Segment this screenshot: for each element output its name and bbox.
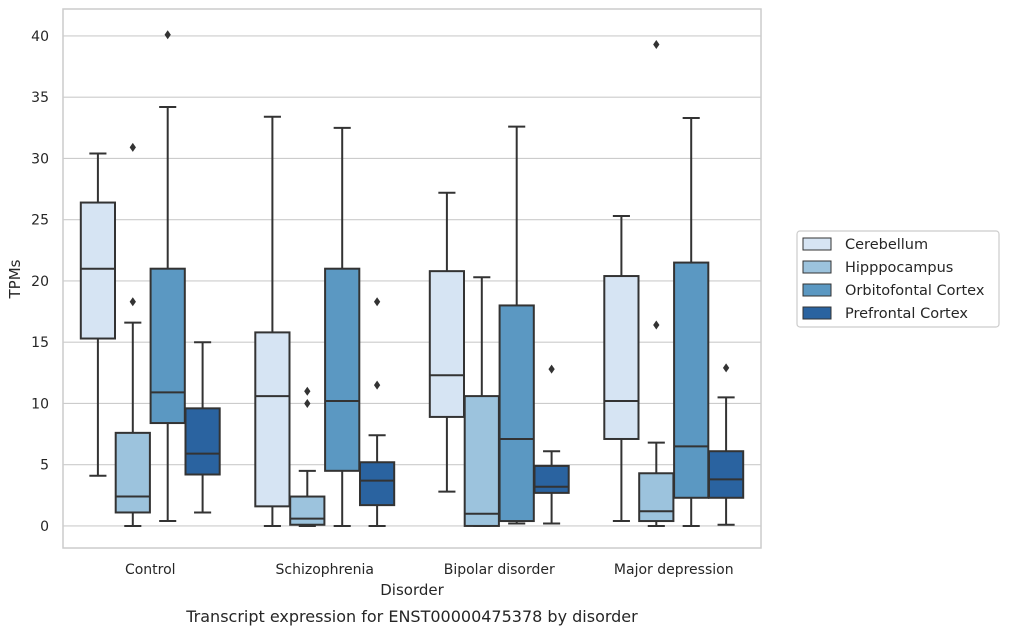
outlier-point — [304, 398, 311, 408]
y-tick-label: 0 — [40, 519, 49, 535]
x-tick-label: Bipolar disorder — [444, 562, 555, 578]
y-tick-labels: 0 5 10 15 20 25 30 35 40 — [31, 29, 49, 535]
legend: Cerebellum Hipppocampus Orbitofontal Corte… — [796, 230, 1000, 328]
box — [289, 495, 326, 526]
outlier-point — [129, 297, 136, 307]
legend-label: Cerebellum — [845, 237, 928, 253]
box — [603, 275, 640, 440]
box — [498, 304, 535, 523]
box-group — [707, 363, 745, 526]
y-tick-label: 40 — [31, 29, 49, 45]
box-group — [289, 386, 326, 527]
y-axis-label: TPMs — [6, 259, 24, 299]
box-group — [463, 276, 500, 527]
box-group — [638, 40, 675, 527]
outlier-point — [722, 363, 730, 373]
outlier-point — [653, 320, 660, 330]
box-group — [428, 191, 466, 493]
outlier-point — [653, 40, 660, 50]
legend-swatch — [802, 283, 832, 297]
plot-area — [79, 30, 745, 527]
box — [79, 201, 117, 340]
legend-box — [796, 230, 1000, 328]
box-group — [254, 115, 291, 527]
box-group — [184, 341, 221, 514]
x-tick-labels: Control Schizophrenia Bipolar disorder Majo… — [125, 562, 734, 578]
box — [324, 267, 361, 472]
box-group — [603, 215, 640, 523]
y-tick-label: 15 — [31, 335, 49, 351]
legend-swatch — [802, 306, 832, 320]
box-group — [358, 297, 396, 527]
y-tick-label: 35 — [31, 90, 49, 106]
x-tick-label: Schizophrenia — [276, 562, 374, 578]
box-group — [324, 126, 361, 527]
box — [673, 261, 710, 499]
x-tick-label: Control — [125, 562, 176, 578]
axes-frame — [62, 8, 762, 549]
chart-caption: Transcript expression for ENST0000047537… — [185, 607, 638, 626]
box-group — [79, 152, 117, 477]
box — [114, 431, 151, 514]
box-group — [533, 364, 570, 525]
y-tick-label: 30 — [31, 151, 49, 167]
legend-swatch — [802, 260, 832, 274]
box — [463, 395, 500, 527]
x-axis-label: Disorder — [380, 581, 444, 599]
box — [358, 461, 396, 507]
box — [254, 331, 291, 508]
outlier-point — [304, 386, 311, 396]
legend-label: Prefrontal Cortex — [845, 306, 968, 322]
legend-label: Orbitofontal Cortex — [845, 283, 985, 299]
y-tick-label: 5 — [40, 458, 49, 474]
box-group — [149, 30, 186, 523]
y-tick-label: 25 — [31, 213, 49, 229]
outlier-point — [129, 142, 136, 152]
outlier-point — [373, 380, 381, 390]
box-group — [498, 125, 535, 525]
box — [428, 270, 466, 418]
outlier-point — [373, 297, 381, 307]
legend-label: Hipppocampus — [845, 260, 953, 276]
box — [638, 472, 675, 523]
legend-swatch — [802, 237, 832, 251]
box-group — [673, 117, 710, 527]
x-tick-label: Major depression — [614, 562, 734, 578]
y-tick-label: 20 — [31, 274, 49, 290]
outlier-point — [548, 364, 555, 374]
box — [533, 464, 570, 494]
outlier-point — [164, 30, 171, 40]
box-group — [114, 142, 151, 527]
y-tick-label: 10 — [31, 396, 49, 412]
box — [184, 407, 221, 476]
box — [707, 450, 745, 499]
box — [149, 267, 186, 425]
